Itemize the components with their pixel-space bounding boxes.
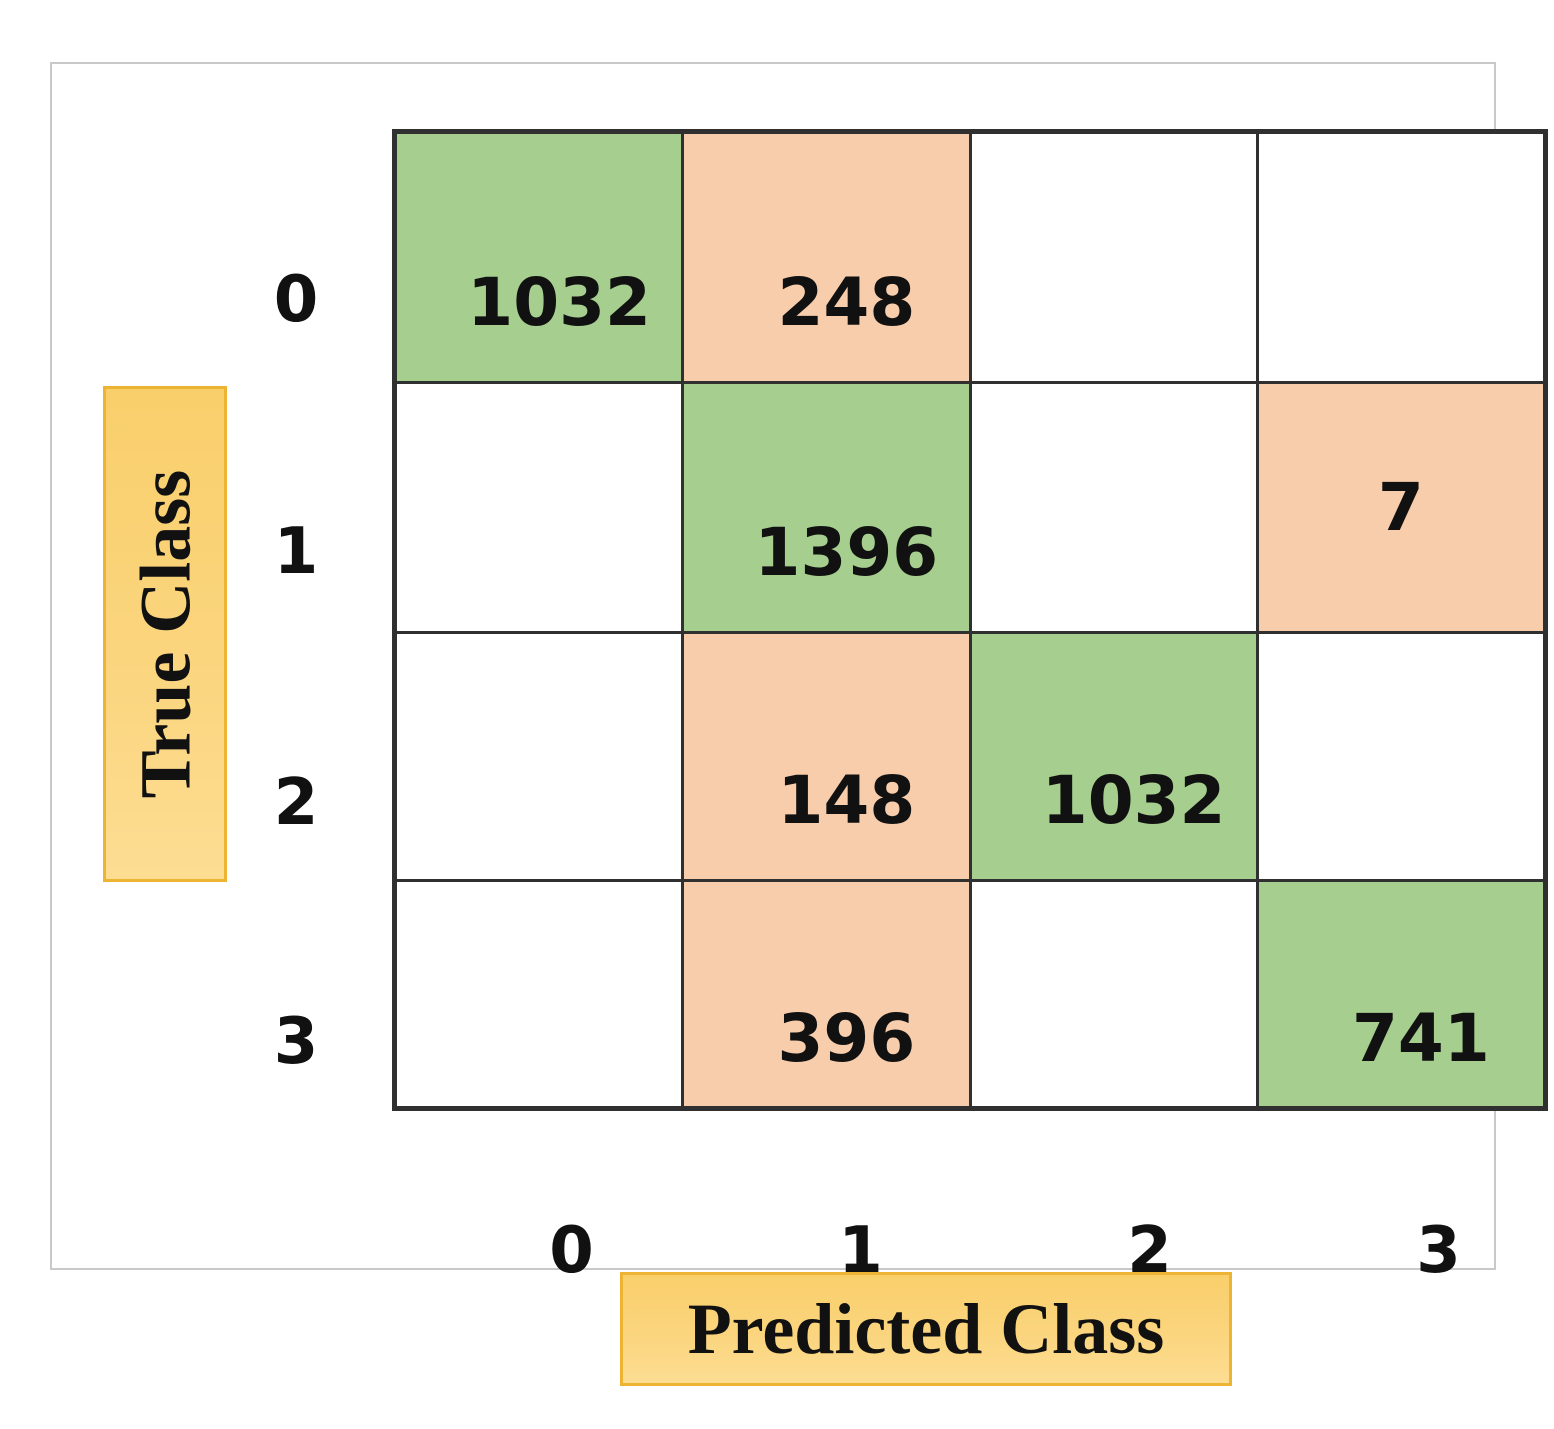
matrix-cell-r1c0 [397, 384, 682, 631]
matrix-grid: 1032 248 1396 7 148 1032 396 741 [392, 129, 1548, 1111]
matrix-cell-r2c0 [397, 633, 682, 880]
y-tick-label: 3 [273, 1004, 319, 1079]
matrix-cell-r1c2 [971, 384, 1256, 631]
matrix-cell-r3c1: 396 [684, 882, 969, 1106]
y-axis-title: True Class [125, 469, 205, 799]
y-tick-label: 2 [273, 765, 319, 840]
y-tick-3: 3 [104, 883, 392, 1111]
x-tick-label: 0 [549, 1214, 594, 1288]
x-tick-0: 0 [392, 1110, 681, 1332]
matrix-cell-value: 741 [1351, 1000, 1490, 1078]
matrix-cell-r0c1: 248 [684, 134, 969, 382]
y-tick-label: 1 [273, 514, 319, 589]
matrix-cell-r0c3 [1258, 134, 1543, 382]
y-tick-0: 0 [104, 129, 392, 381]
x-tick-3: 3 [1259, 1110, 1548, 1332]
y-tick-1: 1 [104, 381, 392, 632]
matrix-cell-r0c0: 1032 [397, 134, 682, 382]
matrix-cell-r2c1: 148 [684, 633, 969, 880]
matrix-cell-r0c2 [971, 134, 1256, 382]
x-axis-title-box: Predicted Class [620, 1272, 1232, 1386]
matrix-cell-value: 1032 [467, 263, 651, 341]
matrix-cell-r3c0 [397, 882, 682, 1106]
y-axis-title-box: True Class [103, 386, 227, 882]
matrix-cell-value: 1032 [1041, 762, 1226, 840]
matrix-cell-value: 248 [777, 263, 916, 341]
y-tick-2: 2 [104, 633, 392, 883]
matrix-cell-r1c3: 7 [1258, 384, 1543, 631]
matrix-cell-value: 1396 [754, 513, 939, 591]
matrix-cell-r3c3: 741 [1258, 882, 1543, 1106]
matrix-cell-value: 396 [777, 1000, 916, 1078]
plot-panel: 0 1 2 3 1032 248 1396 7 148 1032 396 741 0 1 2 3 True… [50, 62, 1548, 1283]
y-tick-labels: 0 1 2 3 [104, 129, 392, 1111]
matrix-cell-r2c2: 1032 [971, 633, 1256, 880]
y-tick-label: 0 [273, 263, 319, 338]
matrix-cell-r2c3 [1258, 633, 1543, 880]
matrix-cell-value: 148 [777, 762, 916, 840]
matrix-cell-r3c2 [971, 882, 1256, 1106]
x-tick-label: 3 [1416, 1214, 1461, 1288]
matrix-cell-r1c1: 1396 [684, 384, 969, 631]
matrix-cell-value: 7 [1377, 468, 1424, 546]
x-axis-title: Predicted Class [687, 1289, 1165, 1369]
